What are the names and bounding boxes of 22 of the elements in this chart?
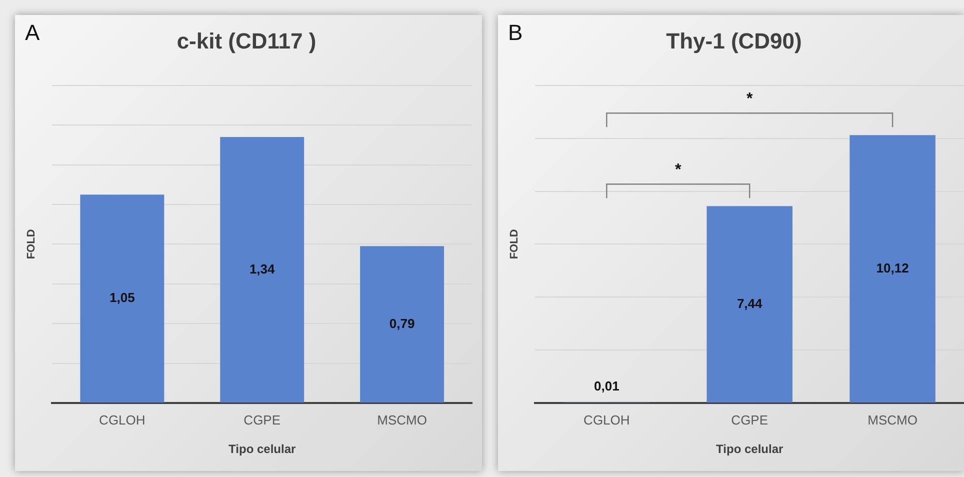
x-tick-label: CGLOH <box>99 412 146 428</box>
annotation: * <box>746 90 754 108</box>
x-tick-label: CGPE <box>244 412 281 428</box>
data-label: 7,44 <box>736 296 764 311</box>
text: A <box>25 20 40 46</box>
x-tick-label: CGLOH <box>584 412 630 428</box>
x-tick-label: CGPE <box>731 412 768 428</box>
data-label: 0,79 <box>389 316 415 331</box>
data-label: 0,01 <box>594 378 620 394</box>
x-axis-title: Tipo celular <box>716 442 784 456</box>
y-axis-title: FOLD <box>26 229 38 260</box>
data-label: 1,05 <box>110 290 135 306</box>
y-axis-title: FOLD <box>508 229 521 260</box>
x-tick-label: MSCMO <box>377 412 427 428</box>
data-label: 1,34 <box>249 261 276 276</box>
chart-title: Thy-1 (CD90) <box>666 28 802 54</box>
text: B <box>508 20 523 46</box>
data-label: 10,12 <box>876 260 909 276</box>
x-axis-title: Tipo celular <box>228 442 296 456</box>
chart-title: c-kit (CD117 ) <box>176 28 316 54</box>
annotation: * <box>675 161 682 178</box>
x-tick-label: MSCMO <box>868 412 918 428</box>
